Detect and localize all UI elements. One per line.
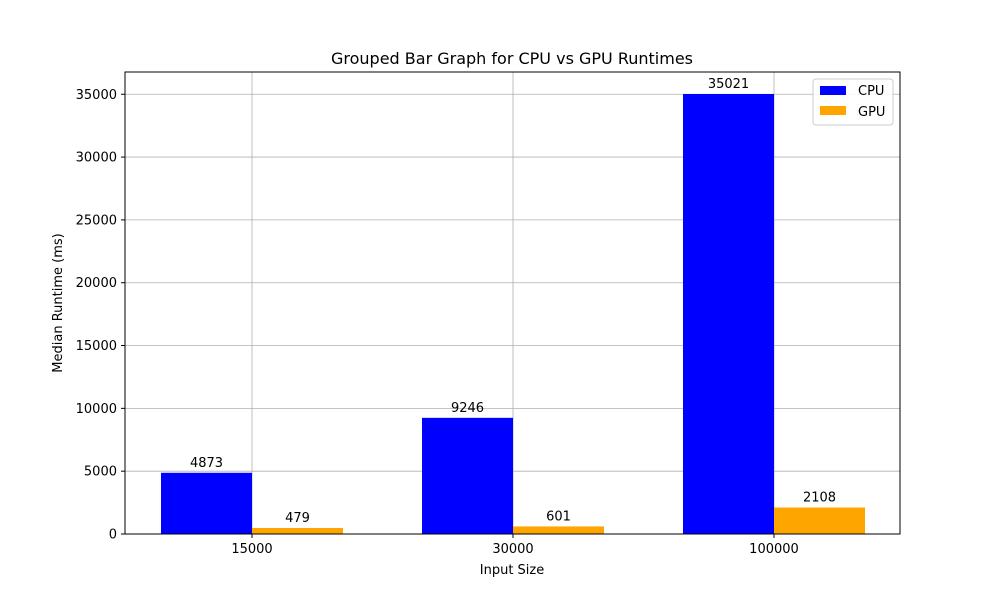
bar-gpu	[774, 507, 865, 534]
y-tick-label: 35000	[76, 88, 117, 103]
x-axis-label: Input Size	[480, 563, 544, 578]
y-tick-label: 10000	[76, 402, 117, 417]
bar-value-label-gpu: 601	[546, 509, 571, 524]
y-tick-label: 25000	[76, 213, 117, 228]
legend-label-cpu: CPU	[858, 84, 884, 99]
bar-value-label-gpu: 2108	[803, 491, 836, 506]
x-axis: 15000 30000 100000	[231, 534, 799, 557]
legend: CPU GPU	[812, 78, 894, 126]
bar-gpu	[513, 526, 604, 534]
bar-value-label-gpu: 479	[285, 511, 310, 526]
x-tick-label: 30000	[492, 542, 533, 557]
bar-value-labels: 4873 9246 35021 479 601 2108	[190, 77, 836, 526]
y-axis: 0 5000 10000 15000 20000 25000 30000 35000	[76, 88, 125, 543]
legend-label-gpu: GPU	[858, 105, 885, 120]
y-axis-label: Median Runtime (ms)	[51, 233, 66, 372]
bar-gpu	[252, 527, 343, 534]
legend-swatch-cpu	[820, 86, 846, 95]
bar-cpu	[161, 472, 252, 534]
bar-value-label-cpu: 35021	[708, 77, 749, 92]
bar-cpu	[422, 417, 513, 534]
x-tick-label: 100000	[749, 542, 799, 557]
y-tick-label: 0	[109, 528, 117, 543]
x-tick-label: 15000	[231, 542, 272, 557]
y-tick-label: 20000	[76, 276, 117, 291]
bar-value-label-cpu: 9246	[451, 401, 484, 416]
bar-cpu	[683, 93, 774, 535]
bars	[161, 93, 865, 535]
y-tick-label: 30000	[76, 151, 117, 166]
y-tick-label: 15000	[76, 339, 117, 354]
legend-swatch-gpu	[820, 106, 846, 115]
chart-title: Grouped Bar Graph for CPU vs GPU Runtime…	[331, 49, 693, 68]
bar-value-label-cpu: 4873	[190, 456, 223, 471]
y-tick-label: 5000	[84, 465, 117, 480]
